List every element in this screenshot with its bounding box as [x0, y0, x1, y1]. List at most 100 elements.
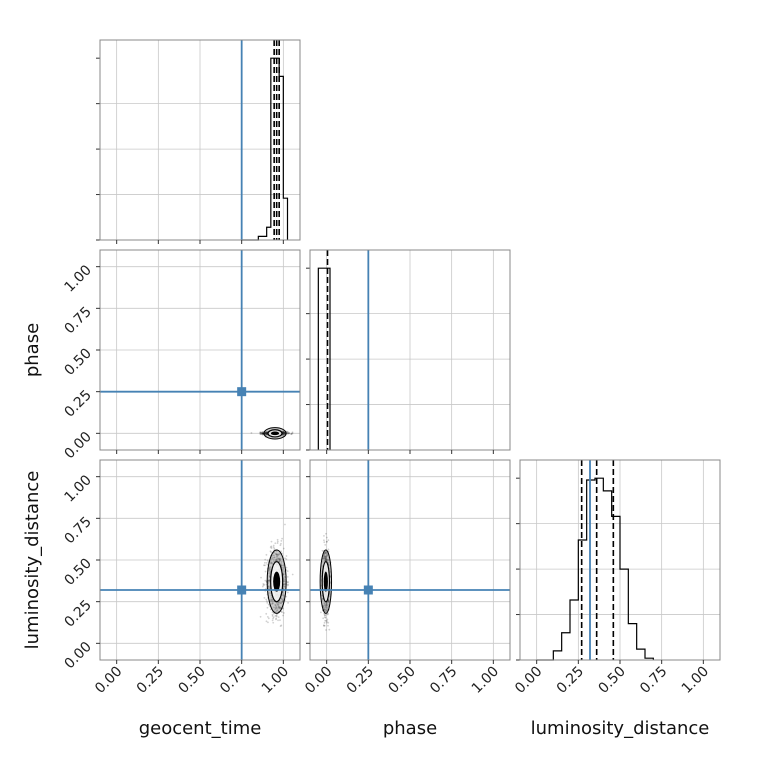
scatter-point — [265, 432, 268, 434]
scatter-point — [279, 607, 282, 610]
scatter-point — [321, 598, 324, 600]
scatter-point — [278, 606, 281, 609]
scatter-point — [281, 599, 284, 602]
scatter-point — [283, 433, 285, 435]
scatter-point — [324, 559, 327, 562]
scatter-point — [266, 563, 269, 566]
scatter-point — [283, 431, 286, 434]
scatter-point — [284, 432, 286, 434]
scatter-point — [272, 546, 275, 549]
scatter-point — [270, 596, 273, 599]
scatter-point — [265, 553, 268, 556]
scatter-point — [323, 555, 325, 558]
scatter-point — [275, 606, 278, 608]
scatter-point — [325, 559, 328, 562]
scatter-point — [264, 432, 267, 435]
scatter-point — [322, 557, 325, 560]
scatter-point — [269, 571, 272, 574]
scatter-point — [282, 432, 285, 435]
scatter-point — [261, 432, 264, 434]
scatter-point — [260, 431, 263, 434]
scatter-point — [322, 606, 325, 609]
scatter-point — [271, 619, 274, 622]
scatter-point — [325, 540, 328, 543]
scatter-point — [275, 613, 278, 616]
scatter-point — [280, 598, 283, 601]
histogram-step — [317, 267, 331, 450]
scatter-point — [275, 558, 278, 560]
xlabel-luminosity-distance: luminosity_distance — [531, 718, 710, 739]
scatter-point — [325, 602, 328, 605]
scatter-point — [287, 583, 290, 586]
injection-marker — [363, 585, 373, 595]
scatter-point — [277, 619, 279, 622]
scatter-point — [291, 432, 293, 435]
scatter-point — [282, 433, 285, 436]
scatter-point — [324, 616, 326, 619]
scatter-point — [265, 432, 268, 435]
scatter-point — [326, 559, 328, 562]
scatter-point — [262, 432, 264, 435]
scatter-point — [264, 431, 267, 434]
scatter-point — [275, 553, 278, 556]
scatter-point — [269, 568, 272, 571]
scatter-point — [282, 431, 285, 434]
scatter-point — [267, 580, 270, 583]
scatter-point — [270, 562, 272, 565]
scatter-point — [270, 551, 272, 554]
scatter-point — [285, 555, 288, 557]
scatter-point — [325, 602, 328, 605]
scatter-point — [327, 559, 330, 562]
scatter-point — [283, 431, 286, 434]
scatter-point — [276, 603, 279, 606]
scatter-point — [275, 617, 278, 620]
scatter-point — [269, 600, 272, 603]
scatter-point — [324, 610, 327, 613]
scatter-point — [282, 432, 285, 435]
scatter-point — [324, 555, 327, 558]
scatter-point — [274, 607, 277, 610]
scatter-point — [284, 523, 286, 526]
scatter-point — [325, 629, 327, 631]
scatter-point — [325, 536, 328, 539]
scatter-point — [261, 432, 264, 435]
scatter-point — [277, 604, 280, 607]
scatter-point — [324, 557, 326, 560]
scatter-point — [279, 557, 282, 560]
scatter-point — [277, 606, 280, 608]
scatter-point — [278, 557, 281, 560]
scatter-point — [270, 599, 273, 601]
scatter-point — [280, 539, 283, 542]
scatter-point — [267, 572, 270, 575]
scatter-point — [259, 433, 262, 435]
scatter-point — [272, 616, 275, 619]
scatter-point — [259, 431, 262, 434]
scatter-point — [325, 557, 327, 560]
scatter-point — [319, 611, 322, 614]
scatter-point — [323, 554, 326, 557]
scatter-point — [262, 433, 264, 436]
scatter-point — [285, 595, 288, 598]
scatter-point — [327, 599, 330, 602]
scatter-point — [327, 548, 330, 551]
scatter-point — [326, 607, 329, 609]
scatter-point — [322, 557, 325, 560]
scatter-point — [282, 431, 285, 434]
scatter-point — [276, 554, 279, 557]
scatter-point — [265, 598, 268, 601]
scatter-point — [282, 432, 285, 435]
scatter-point — [280, 560, 283, 563]
scatter-point — [277, 603, 280, 606]
scatter-point — [283, 432, 286, 435]
scatter-point — [271, 602, 274, 605]
scatter-point — [290, 433, 293, 435]
scatter-point — [260, 433, 263, 435]
scatter-point — [261, 432, 264, 435]
scatter-point — [276, 609, 278, 612]
scatter-point — [268, 574, 271, 577]
scatter-point — [261, 431, 264, 433]
scatter-point — [265, 430, 268, 433]
scatter-point — [276, 538, 279, 541]
scatter-point — [268, 567, 270, 570]
scatter-point — [282, 433, 285, 436]
